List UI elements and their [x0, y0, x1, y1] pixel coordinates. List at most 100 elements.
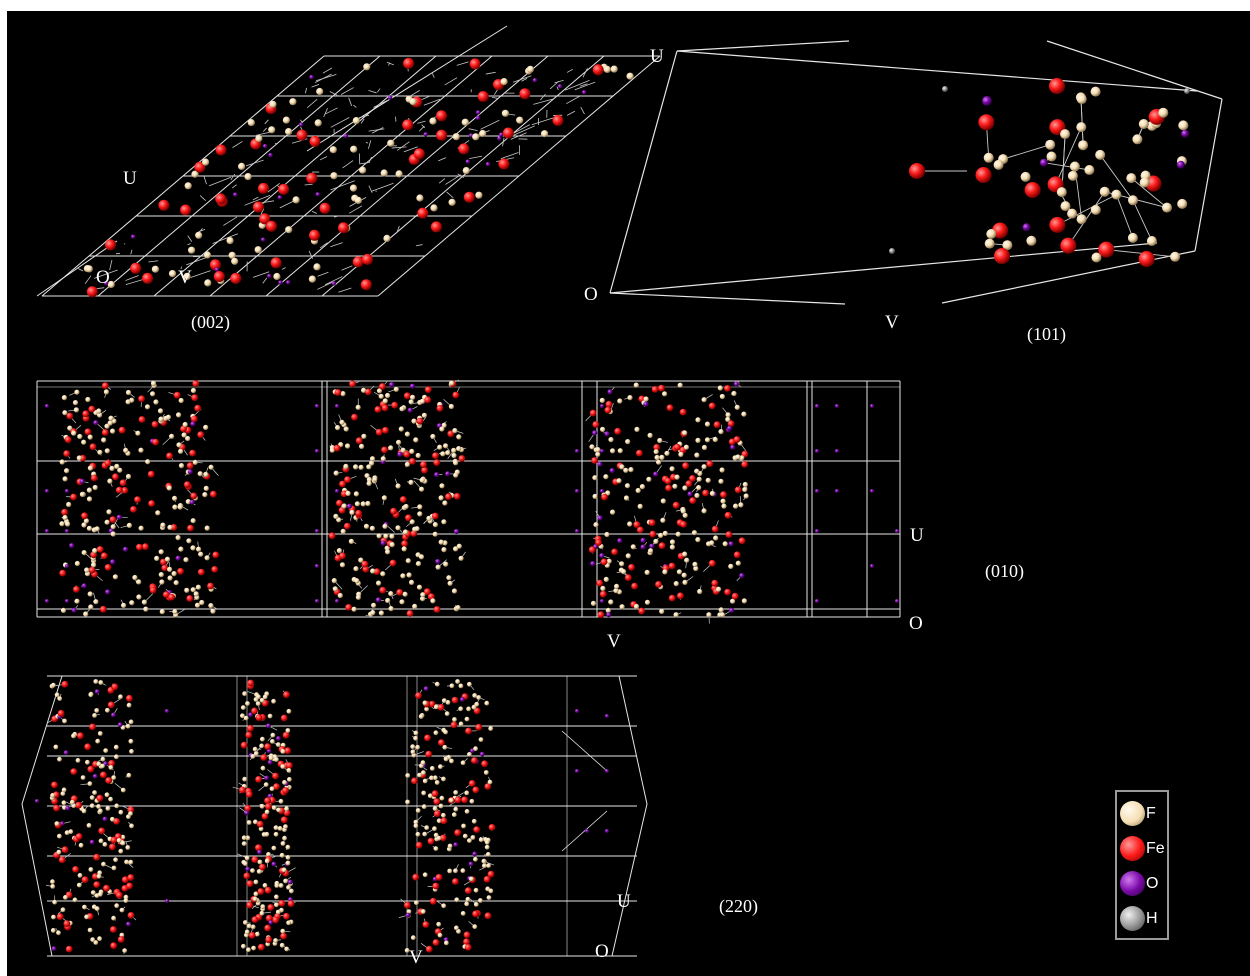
- f-atom: [600, 585, 606, 592]
- fe-atom: [463, 931, 471, 939]
- bond: [187, 235, 193, 242]
- o-atom: [51, 946, 57, 952]
- o-atom: [609, 468, 615, 474]
- f-atom: [128, 811, 133, 816]
- f-atom: [433, 730, 439, 736]
- f-atom: [111, 915, 116, 921]
- fe-atom: [209, 259, 221, 271]
- f-atom: [183, 557, 189, 563]
- fe-atom: [519, 88, 531, 100]
- f-atom: [369, 456, 376, 462]
- fe-atom: [672, 501, 680, 509]
- f-atom: [414, 900, 419, 906]
- bond: [348, 97, 353, 107]
- o-atom: [727, 425, 733, 431]
- fe-atom: [994, 248, 1010, 264]
- fe-atom: [396, 589, 404, 596]
- fe-atom: [432, 882, 440, 890]
- f-atom: [731, 390, 737, 397]
- o-atom: [71, 607, 77, 613]
- fe-atom: [264, 886, 272, 894]
- f-atom: [389, 542, 395, 548]
- f-atom: [114, 903, 120, 909]
- f-atom: [730, 598, 736, 604]
- fe-atom: [265, 803, 272, 810]
- fe-atom: [328, 532, 336, 540]
- f-atom: [280, 764, 286, 769]
- cell-edge: [676, 40, 850, 52]
- f-atom: [269, 786, 275, 792]
- o-atom: [245, 866, 251, 872]
- f-atom: [438, 539, 444, 545]
- f-atom: [89, 803, 95, 809]
- f-atom: [52, 899, 58, 905]
- f-atom: [110, 531, 116, 537]
- f-atom: [113, 744, 119, 750]
- f-atom: [110, 816, 115, 822]
- f-atom: [90, 890, 96, 895]
- fe-atom: [624, 574, 632, 582]
- f-atom: [383, 533, 389, 539]
- f-atom: [681, 572, 687, 578]
- o-atom: [187, 469, 193, 475]
- f-atom: [92, 790, 97, 795]
- fe-atom: [463, 191, 475, 203]
- o-atom: [126, 921, 131, 927]
- fe-atom: [382, 426, 389, 434]
- fe-atom: [138, 395, 146, 403]
- fe-atom: [473, 707, 481, 715]
- f-atom: [410, 394, 416, 400]
- f-atom: [241, 835, 247, 841]
- bond: [94, 269, 118, 279]
- f-atom: [245, 701, 250, 706]
- fe-atom: [81, 876, 89, 884]
- f-atom: [123, 447, 129, 453]
- f-atom: [447, 843, 453, 849]
- f-atom: [426, 515, 432, 521]
- fe-atom: [87, 765, 95, 773]
- fe-atom: [280, 816, 288, 824]
- f-atom: [94, 906, 100, 912]
- f-atom: [376, 388, 383, 394]
- bond: [1055, 126, 1082, 185]
- bond-lines: [45, 61, 1176, 955]
- f-atom: [353, 491, 359, 497]
- f-atom: [617, 448, 623, 454]
- f-atom: [87, 927, 93, 933]
- fe-atom: [63, 450, 71, 457]
- fe-atom: [481, 760, 488, 768]
- legend-label-f: F: [1146, 804, 1156, 822]
- fe-atom: [465, 727, 472, 735]
- f-atom: [592, 475, 598, 481]
- fe-atom: [284, 747, 292, 755]
- legend-label-fe: Fe: [1146, 839, 1165, 857]
- f-atom: [639, 484, 646, 490]
- fe-atom: [257, 943, 265, 951]
- fe-atom: [355, 437, 363, 445]
- fe-atom: [600, 558, 608, 566]
- f-atom: [541, 130, 549, 138]
- f-atom: [186, 538, 192, 544]
- fe-atom: [409, 458, 416, 465]
- fe-atom: [272, 772, 279, 780]
- f-atom: [385, 392, 391, 399]
- f-atom: [255, 134, 263, 143]
- fe-atom: [287, 900, 295, 908]
- f-atom: [455, 679, 460, 684]
- f-atom: [460, 760, 466, 766]
- f-atom: [270, 739, 275, 744]
- f-atom: [80, 775, 86, 780]
- bond: [341, 265, 353, 271]
- fe-atom-swatch: [1120, 836, 1145, 861]
- f-atom: [97, 449, 103, 455]
- f-atom: [202, 492, 208, 498]
- o-atom: [835, 449, 839, 453]
- fe-atom: [53, 804, 60, 812]
- f-atom: [96, 408, 102, 414]
- fe-atom: [614, 427, 622, 435]
- bond: [324, 276, 343, 286]
- f-atom: [243, 715, 249, 721]
- f-atom: [376, 533, 382, 539]
- bond: [368, 156, 372, 163]
- f-atom: [445, 700, 451, 705]
